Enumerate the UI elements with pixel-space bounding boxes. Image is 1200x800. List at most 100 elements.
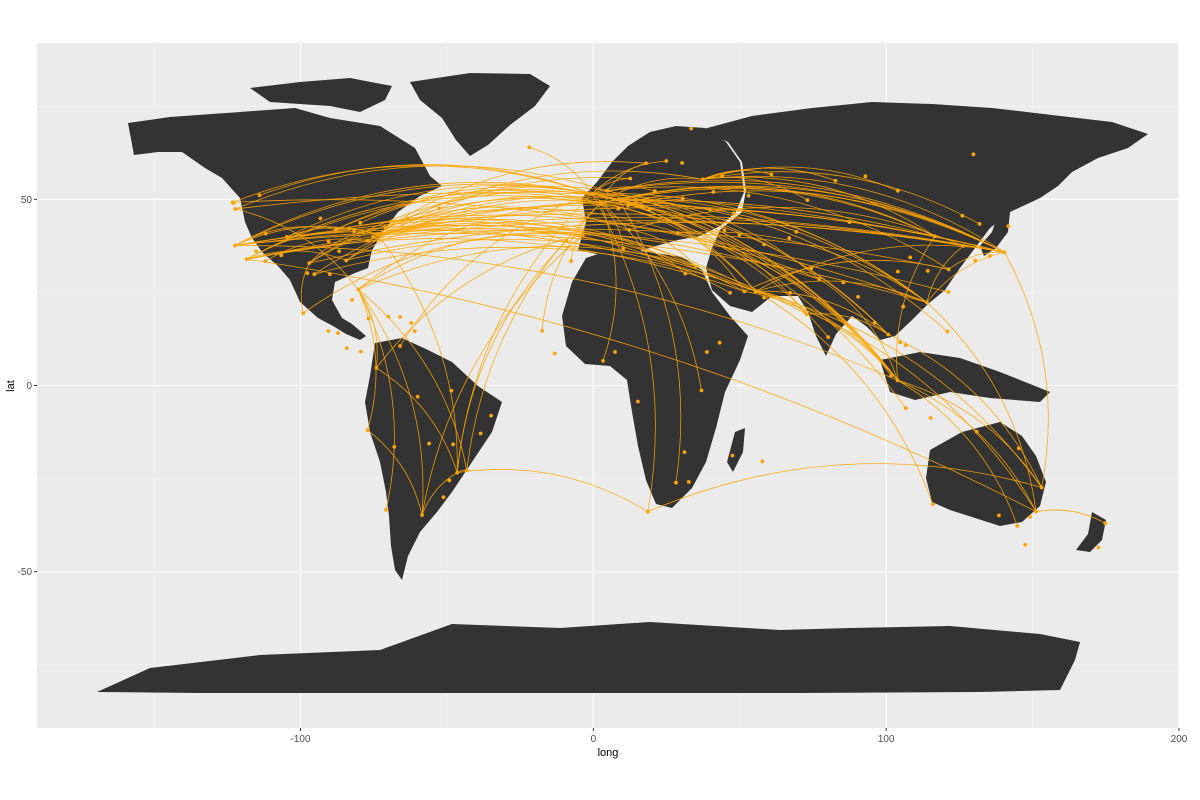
airport-point bbox=[628, 176, 633, 181]
airport-point bbox=[352, 229, 357, 234]
airport-point bbox=[449, 388, 454, 393]
flight-route bbox=[357, 289, 424, 516]
airport-point bbox=[930, 502, 935, 507]
airport-point bbox=[760, 459, 765, 464]
airport-point bbox=[233, 243, 237, 248]
airport-point bbox=[627, 227, 631, 232]
airport-point bbox=[392, 445, 397, 449]
airport-point bbox=[616, 206, 621, 211]
flight-route bbox=[246, 216, 964, 260]
flight-route bbox=[234, 213, 1005, 253]
land-south-america bbox=[365, 338, 502, 580]
flight-route bbox=[235, 165, 608, 210]
flight-route bbox=[345, 177, 631, 261]
flight-route bbox=[335, 188, 643, 230]
airport-point bbox=[337, 249, 342, 254]
airport-point bbox=[327, 272, 332, 277]
airport-point bbox=[856, 294, 860, 299]
airport-point bbox=[244, 257, 249, 262]
airport-point bbox=[301, 311, 306, 316]
flight-route bbox=[541, 202, 601, 331]
flight-route bbox=[377, 170, 703, 235]
flight-route bbox=[466, 202, 601, 471]
flight-route bbox=[357, 289, 395, 510]
y-tick-label: 50 bbox=[21, 195, 33, 206]
y-axis: -50 0 50 lat bbox=[5, 195, 37, 578]
airport-point bbox=[644, 161, 648, 166]
airport-point bbox=[961, 243, 966, 248]
flight-route bbox=[600, 202, 624, 249]
flight-route bbox=[246, 250, 347, 261]
flight-route bbox=[677, 232, 898, 381]
flight-route bbox=[246, 228, 949, 270]
x-axis: -100 0 100 200 long bbox=[291, 728, 1188, 759]
flight-route bbox=[246, 231, 378, 260]
flight-route bbox=[358, 246, 696, 290]
airport-point bbox=[805, 198, 810, 203]
flight-route bbox=[286, 227, 378, 238]
flight-route bbox=[618, 199, 682, 483]
airport-point bbox=[464, 468, 469, 473]
airport-point bbox=[1015, 523, 1020, 528]
airport-point bbox=[312, 272, 317, 277]
airport-point bbox=[398, 344, 402, 348]
airport-point bbox=[682, 450, 687, 455]
airport-point bbox=[971, 152, 976, 157]
flight-route bbox=[755, 290, 934, 505]
airport-point bbox=[1028, 515, 1033, 519]
airport-point bbox=[683, 271, 688, 276]
airport-point bbox=[946, 290, 951, 294]
airport-point bbox=[762, 295, 766, 300]
airport-point bbox=[590, 191, 595, 196]
flight-route bbox=[897, 379, 1037, 512]
airport-point bbox=[737, 232, 742, 237]
flight-route bbox=[592, 193, 907, 409]
flight-route bbox=[367, 195, 628, 242]
airport-point bbox=[804, 312, 809, 317]
airport-point bbox=[699, 388, 704, 393]
flight-route bbox=[702, 167, 836, 182]
airport-point bbox=[231, 201, 236, 205]
flight-route bbox=[265, 238, 368, 262]
flight-route bbox=[744, 259, 949, 292]
flight-route bbox=[600, 202, 617, 362]
airport-point bbox=[722, 228, 727, 233]
y-tick-label: 0 bbox=[26, 381, 32, 392]
y-tick-label: -50 bbox=[18, 567, 33, 578]
airport-point bbox=[895, 188, 900, 193]
airport-point bbox=[753, 289, 758, 294]
airport-point bbox=[732, 211, 736, 216]
airport-point bbox=[908, 255, 913, 260]
airport-point bbox=[564, 239, 569, 243]
flight-route bbox=[948, 251, 1005, 270]
airport-point bbox=[674, 480, 678, 485]
airport-point bbox=[307, 261, 312, 265]
airport-point bbox=[925, 268, 930, 273]
flight-route bbox=[377, 161, 647, 235]
flight-route bbox=[627, 204, 889, 335]
flight-route bbox=[357, 289, 378, 369]
airport-point bbox=[886, 332, 891, 337]
flight-route bbox=[618, 185, 1005, 253]
airport-point bbox=[932, 234, 937, 239]
airport-point bbox=[358, 220, 363, 225]
airport-point bbox=[455, 470, 460, 475]
airport-point bbox=[409, 321, 414, 325]
flight-route bbox=[702, 171, 980, 225]
airport-point bbox=[358, 349, 363, 354]
airport-point bbox=[601, 359, 605, 363]
airport-point bbox=[1006, 224, 1011, 229]
flight-route bbox=[377, 227, 808, 315]
flight-route bbox=[600, 177, 703, 204]
flight-route bbox=[607, 162, 647, 192]
airport-point bbox=[383, 225, 388, 230]
airport-point bbox=[336, 331, 340, 335]
x-tick-label: 100 bbox=[878, 734, 895, 745]
airport-points-layer bbox=[230, 126, 1108, 550]
airport-point bbox=[903, 406, 908, 411]
airport-point bbox=[686, 480, 691, 484]
airport-point bbox=[1039, 485, 1044, 490]
airport-point bbox=[794, 229, 799, 234]
flight-route bbox=[755, 244, 1005, 292]
